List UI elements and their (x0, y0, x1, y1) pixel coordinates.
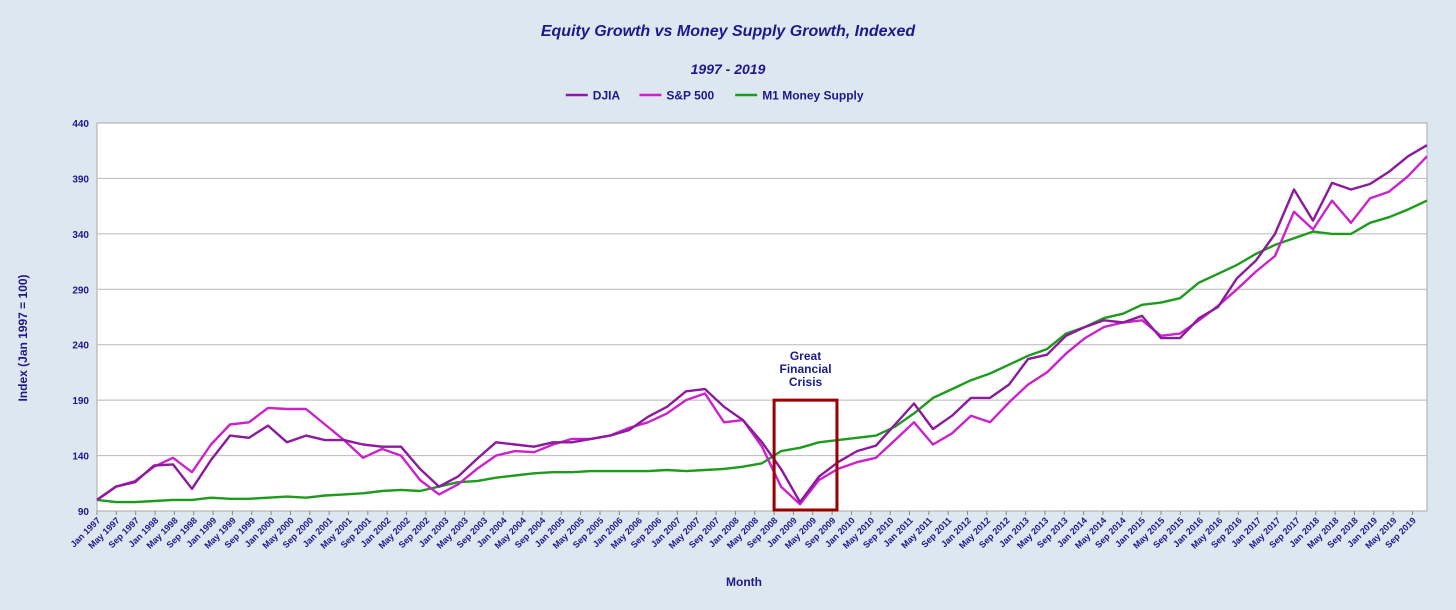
crisis-box (772, 398, 839, 512)
y-tick-label: 190 (72, 396, 89, 407)
y-tick-label: 290 (72, 285, 89, 296)
annotation-text: Crisis (789, 375, 823, 389)
y-tick-label: 340 (72, 230, 89, 241)
y-tick-label: 90 (78, 507, 90, 518)
annotation-text: Financial (780, 362, 832, 376)
series-line-m1-money-supply (96, 199, 1428, 504)
annotation-text: Great (790, 349, 821, 363)
legend-label-m1-money-supply: M1 Money Supply (762, 89, 864, 103)
chart-title: Equity Growth vs Money Supply Growth, In… (541, 23, 916, 40)
chart-subtitle: 1997 - 2019 (691, 61, 766, 77)
series-line-djia (96, 144, 1428, 504)
legend-label-s-p-500: S&P 500 (666, 89, 714, 103)
y-axis-ticks: 90 140 190 240 290 340 390 440 (72, 119, 89, 518)
y-tick-label: 390 (72, 174, 89, 185)
legend-label-djia: DJIA (593, 89, 621, 103)
plot-area (96, 122, 1428, 512)
y-tick-label: 140 (72, 452, 89, 463)
legend: DJIA S&P 500 M1 Money Supply (565, 89, 864, 103)
y-tick-label: 240 (72, 341, 89, 352)
x-axis-label: Month (726, 575, 762, 589)
series-lines (96, 144, 1428, 506)
y-tick-label: 440 (72, 119, 89, 130)
y-axis-label: Index (Jan 1997 = 100) (16, 274, 30, 401)
gridlines (97, 177, 1427, 457)
